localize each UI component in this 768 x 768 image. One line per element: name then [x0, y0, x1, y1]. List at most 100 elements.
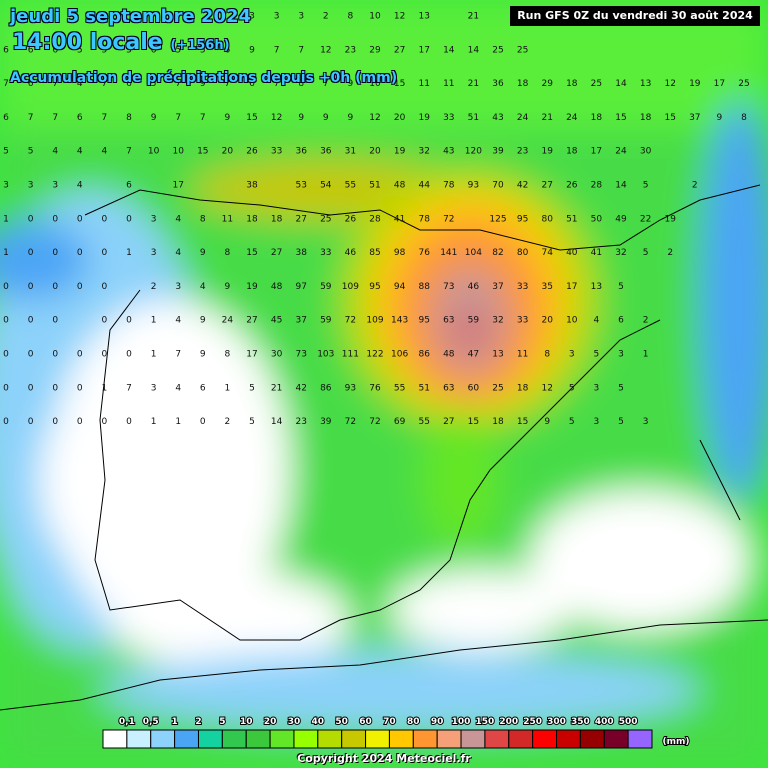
grid-value: 5: [569, 417, 575, 427]
grid-value: 93: [468, 181, 479, 191]
grid-value: 20: [222, 147, 234, 157]
grid-value: 15: [517, 417, 528, 427]
grid-value: 59: [320, 316, 332, 326]
grid-value: 0: [102, 350, 108, 360]
title: jeudi 5 septembre 2024: [10, 6, 252, 27]
grid-value: 7: [52, 79, 58, 89]
grid-value: 15: [468, 417, 479, 427]
grid-value: 6: [126, 79, 132, 89]
grid-value: 0: [200, 417, 206, 427]
grid-value: 1: [643, 350, 649, 360]
grid-value: 1: [151, 417, 157, 427]
legend-swatch: [317, 729, 343, 749]
grid-value: 86: [320, 383, 332, 393]
grid-value: 55: [418, 417, 429, 427]
run-info: Run GFS 0Z du vendredi 30 août 2024: [510, 6, 760, 26]
legend-swatch: [293, 729, 319, 749]
grid-value: 1: [3, 248, 9, 258]
grid-value: 40: [566, 248, 578, 258]
legend-label: 0,1: [119, 717, 135, 727]
grid-value: 5: [3, 147, 9, 157]
grid-value: 95: [418, 316, 429, 326]
legend-label: 30: [288, 717, 301, 727]
grid-value: 18: [566, 147, 578, 157]
legend-swatch: [102, 729, 128, 749]
legend-swatch: [484, 729, 510, 749]
grid-value: 0: [77, 214, 83, 224]
grid-value: 94: [394, 282, 406, 292]
grid-value: 19: [246, 282, 258, 292]
grid-value: 14: [615, 79, 627, 89]
grid-value: 33: [517, 316, 528, 326]
grid-value: 39: [320, 417, 332, 427]
grid-value: 4: [175, 316, 181, 326]
grid-value: 7: [274, 79, 280, 89]
grid-value: 0: [52, 383, 58, 393]
legend-label: 300: [547, 717, 566, 727]
grid-value: 5: [618, 383, 624, 393]
grid-value: 7: [298, 45, 304, 55]
grid-value: 48: [394, 181, 406, 191]
grid-value: 14: [443, 45, 455, 55]
grid-value: 29: [541, 79, 553, 89]
grid-value: 10: [566, 316, 578, 326]
time: 14:00 locale (+156h): [12, 30, 230, 55]
grid-value: 9: [225, 113, 231, 123]
grid-value: 0: [28, 417, 34, 427]
grid-value: 0: [77, 282, 83, 292]
grid-value: 5: [618, 417, 624, 427]
grid-value: 76: [418, 248, 430, 258]
grid-value: 63: [443, 316, 454, 326]
grid-value: 26: [566, 181, 578, 191]
grid-value: 4: [175, 383, 181, 393]
grid-value: 18: [271, 214, 283, 224]
grid-value: 24: [222, 316, 234, 326]
grid-value: 6: [618, 316, 624, 326]
grid-value: 2: [151, 282, 157, 292]
grid-value: 33: [320, 248, 331, 258]
grid-value: 9: [717, 113, 723, 123]
grid-value: 19: [394, 147, 406, 157]
grid-value: 23: [345, 45, 356, 55]
grid-value: 32: [418, 147, 429, 157]
grid-value: 8: [298, 79, 304, 89]
legend-label: 1: [171, 717, 177, 727]
grid-value: 36: [492, 79, 504, 89]
grid-value: 6: [200, 383, 206, 393]
grid-value: 73: [443, 282, 454, 292]
grid-value: 7: [3, 79, 9, 89]
grid-value: 10: [172, 147, 184, 157]
grid-value: 5: [249, 417, 255, 427]
grid-value: 3: [3, 181, 9, 191]
grid-value: 3: [151, 248, 157, 258]
grid-value: 3: [151, 383, 157, 393]
legend-swatch: [627, 729, 653, 749]
grid-value: 30: [640, 147, 652, 157]
grid-value: 30: [271, 350, 283, 360]
grid-value: 33: [271, 147, 282, 157]
grid-value: 7: [200, 113, 206, 123]
grid-value: 9: [200, 79, 206, 89]
grid-value: 1: [175, 417, 181, 427]
grid-value: 0: [102, 214, 108, 224]
grid-value: 18: [591, 113, 603, 123]
legend-swatch: [412, 729, 438, 749]
grid-value: 26: [345, 214, 357, 224]
grid-value: 7: [126, 147, 132, 157]
grid-value: 8: [225, 248, 231, 258]
legend-swatch: [436, 729, 462, 749]
legend-swatch: [150, 729, 176, 749]
grid-value: 0: [28, 282, 34, 292]
grid-value: 106: [391, 350, 408, 360]
grid-value: 0: [3, 383, 9, 393]
grid-value: 21: [468, 12, 479, 22]
grid-value: 0: [28, 350, 34, 360]
legend-swatch: [579, 729, 605, 749]
grid-value: 5: [200, 45, 206, 55]
legend-label: 50: [335, 717, 348, 727]
legend-swatch: [221, 729, 247, 749]
legend-label: 10: [240, 717, 253, 727]
grid-value: 3: [298, 12, 304, 22]
